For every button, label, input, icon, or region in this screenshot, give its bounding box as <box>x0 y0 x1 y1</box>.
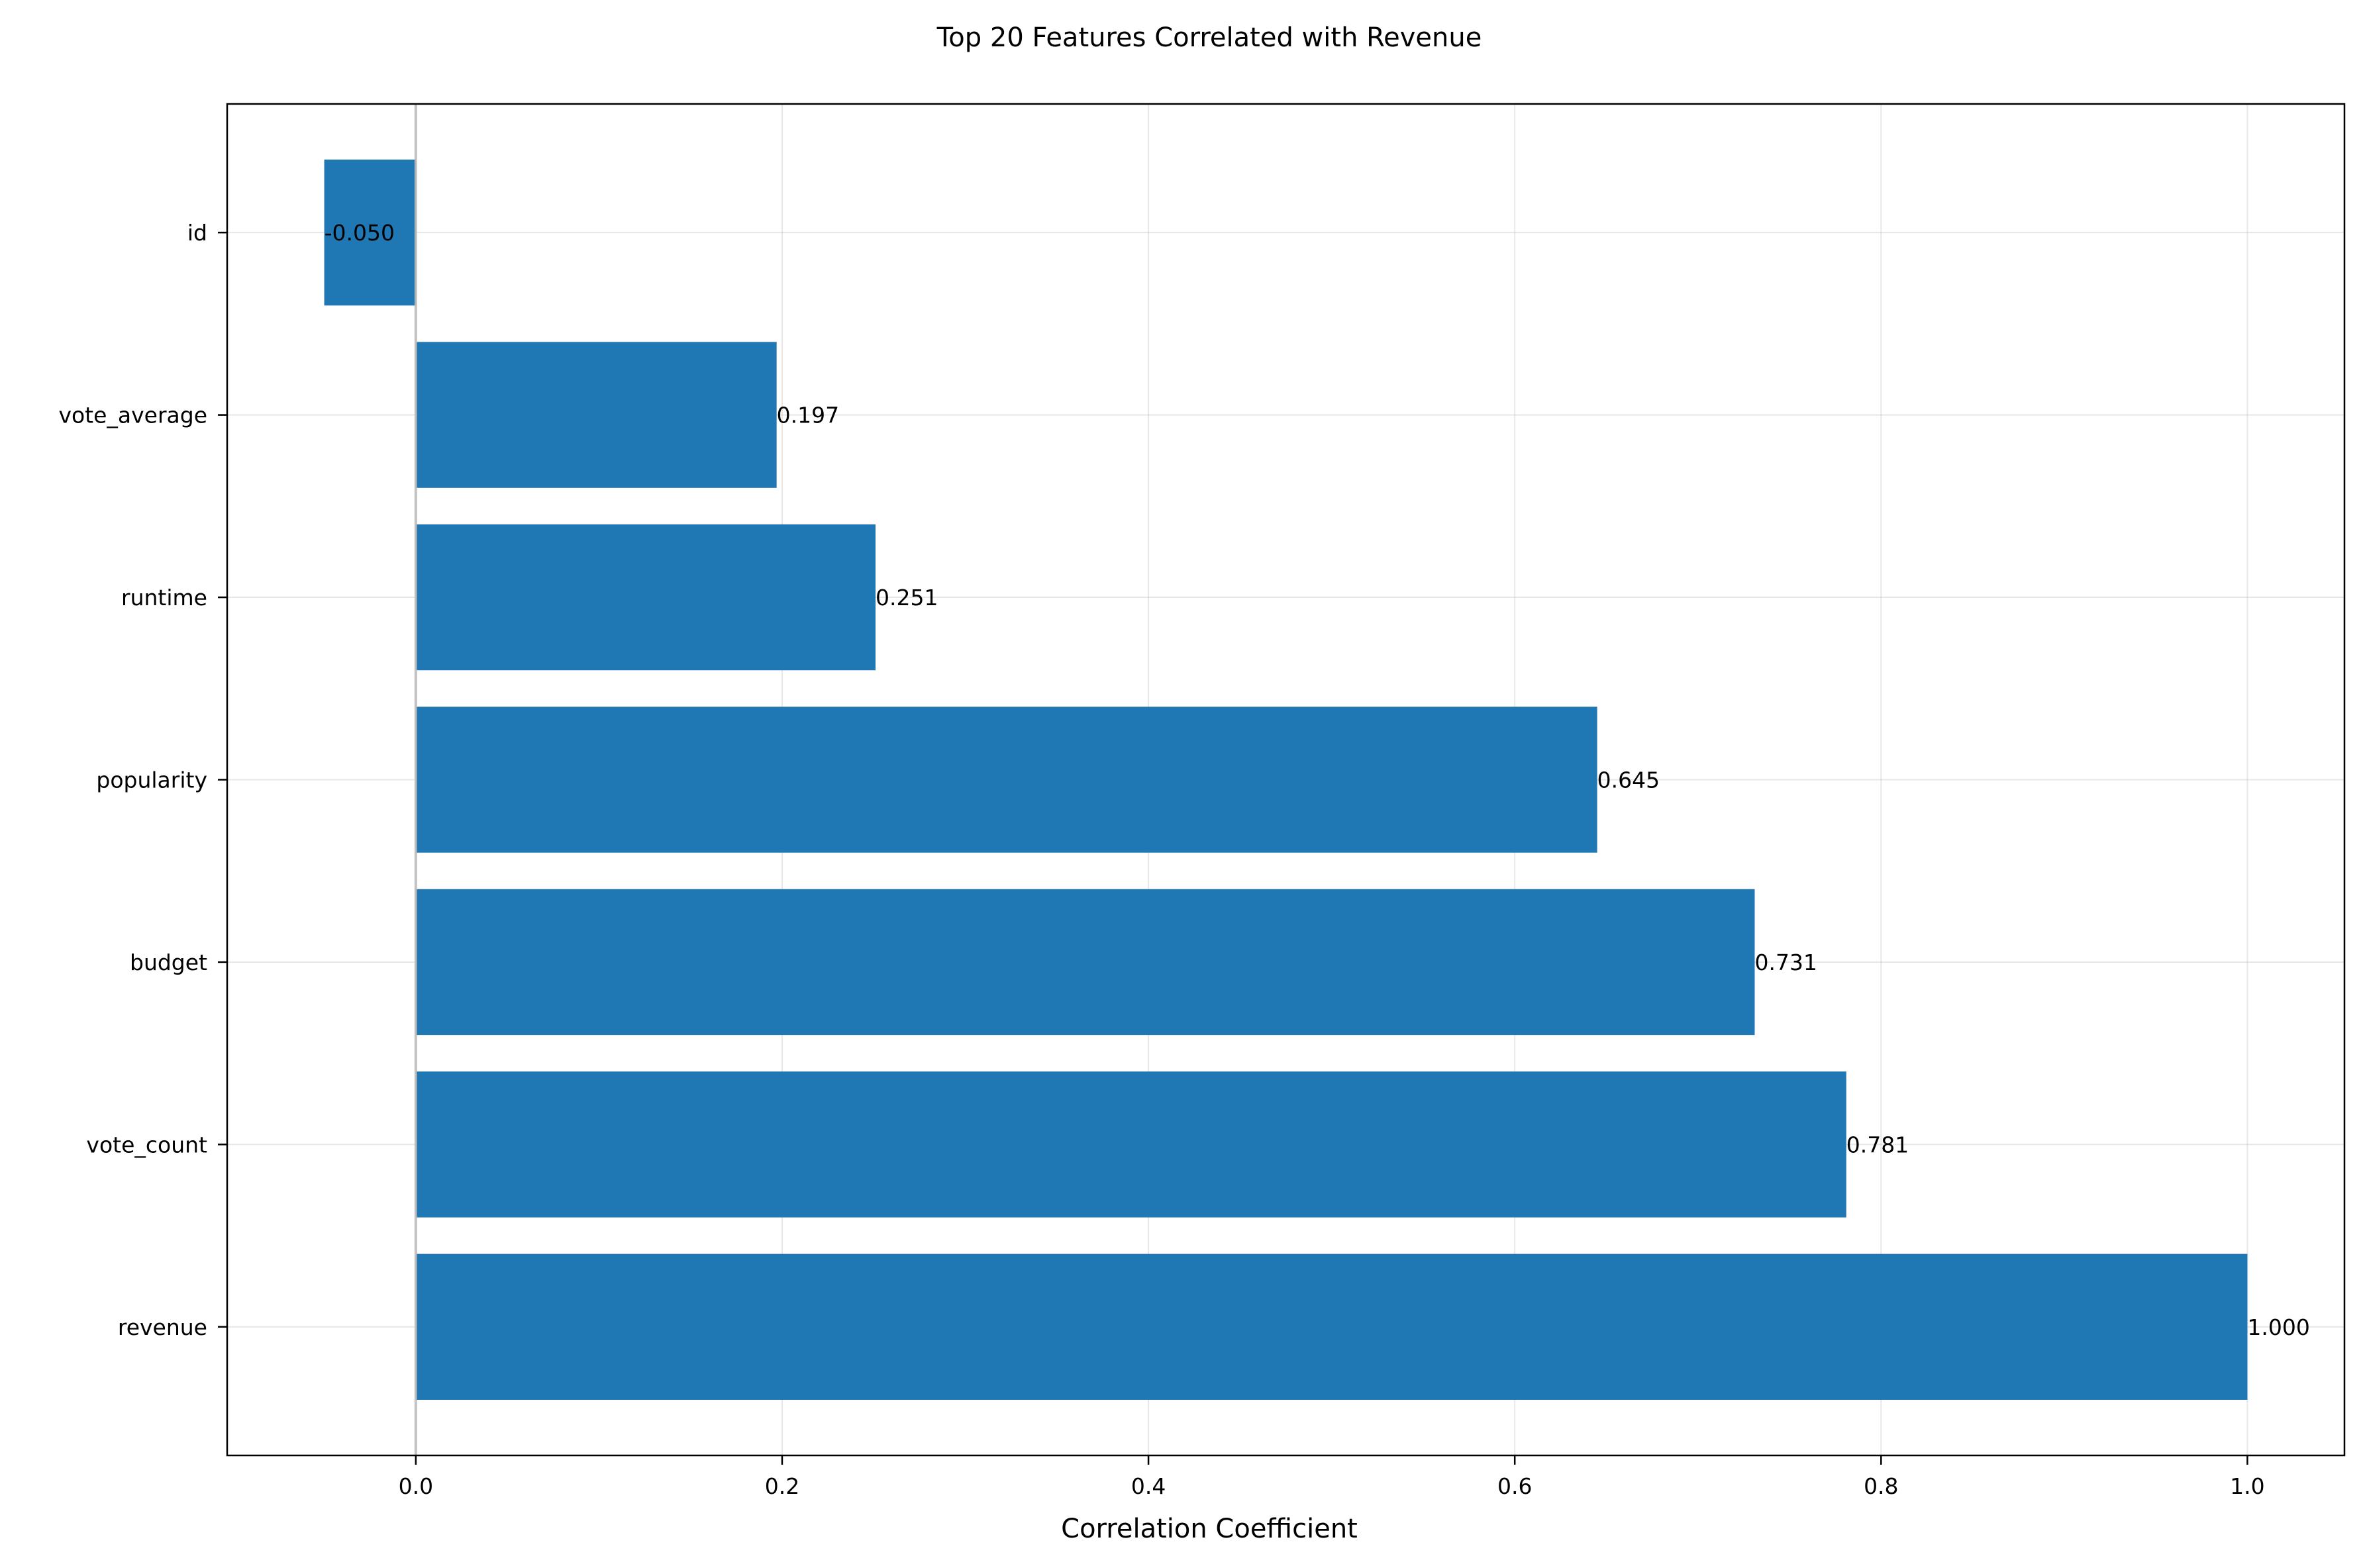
value-label-popularity: 0.645 <box>1597 767 1660 793</box>
value-labels: 1.000 0.781 0.731 0.645 0.251 0.197 -0.050 <box>325 220 2310 1340</box>
x-tick-label: 1.0 <box>2230 1473 2264 1499</box>
chart-title: Top 20 Features Correlated with Revenue <box>936 23 1482 53</box>
value-label-id: -0.050 <box>325 220 395 246</box>
x-tick-label: 0.2 <box>765 1473 799 1499</box>
value-label-runtime: 0.251 <box>876 585 938 611</box>
bar-vote_average <box>415 342 777 488</box>
bar-id <box>324 160 416 306</box>
y-tick-label-popularity: popularity <box>96 767 207 793</box>
x-tick-label: 0.4 <box>1131 1473 1166 1499</box>
y-tick-label-vote_average: vote_average <box>58 403 207 428</box>
y-tick-label-runtime: runtime <box>121 585 207 611</box>
bar-popularity <box>415 707 1597 853</box>
value-label-budget: 0.731 <box>1754 950 1817 975</box>
x-tick-label: 0.0 <box>399 1473 433 1499</box>
x-axis-label: Correlation Coefficient <box>1061 1514 1358 1544</box>
x-tick-label: 0.8 <box>1864 1473 1898 1499</box>
value-label-vote_count: 0.781 <box>1846 1132 1909 1157</box>
bar-vote_count <box>415 1071 1846 1218</box>
y-tick-label-revenue: revenue <box>118 1314 207 1340</box>
bar-runtime <box>415 524 876 671</box>
ticks: 0.0 0.2 0.4 0.6 0.8 1.0 revenue vote_count budge… <box>58 220 2264 1499</box>
x-tick-label: 0.6 <box>1497 1473 1532 1499</box>
value-label-vote_average: 0.197 <box>777 403 839 428</box>
y-tick-label-id: id <box>187 220 207 246</box>
y-tick-label-vote_count: vote_count <box>86 1132 207 1157</box>
bar-revenue <box>415 1253 2248 1400</box>
value-label-revenue: 1.000 <box>2247 1314 2309 1340</box>
bar-budget <box>415 889 1755 1036</box>
y-tick-label-budget: budget <box>130 950 207 975</box>
bars <box>324 160 2248 1400</box>
